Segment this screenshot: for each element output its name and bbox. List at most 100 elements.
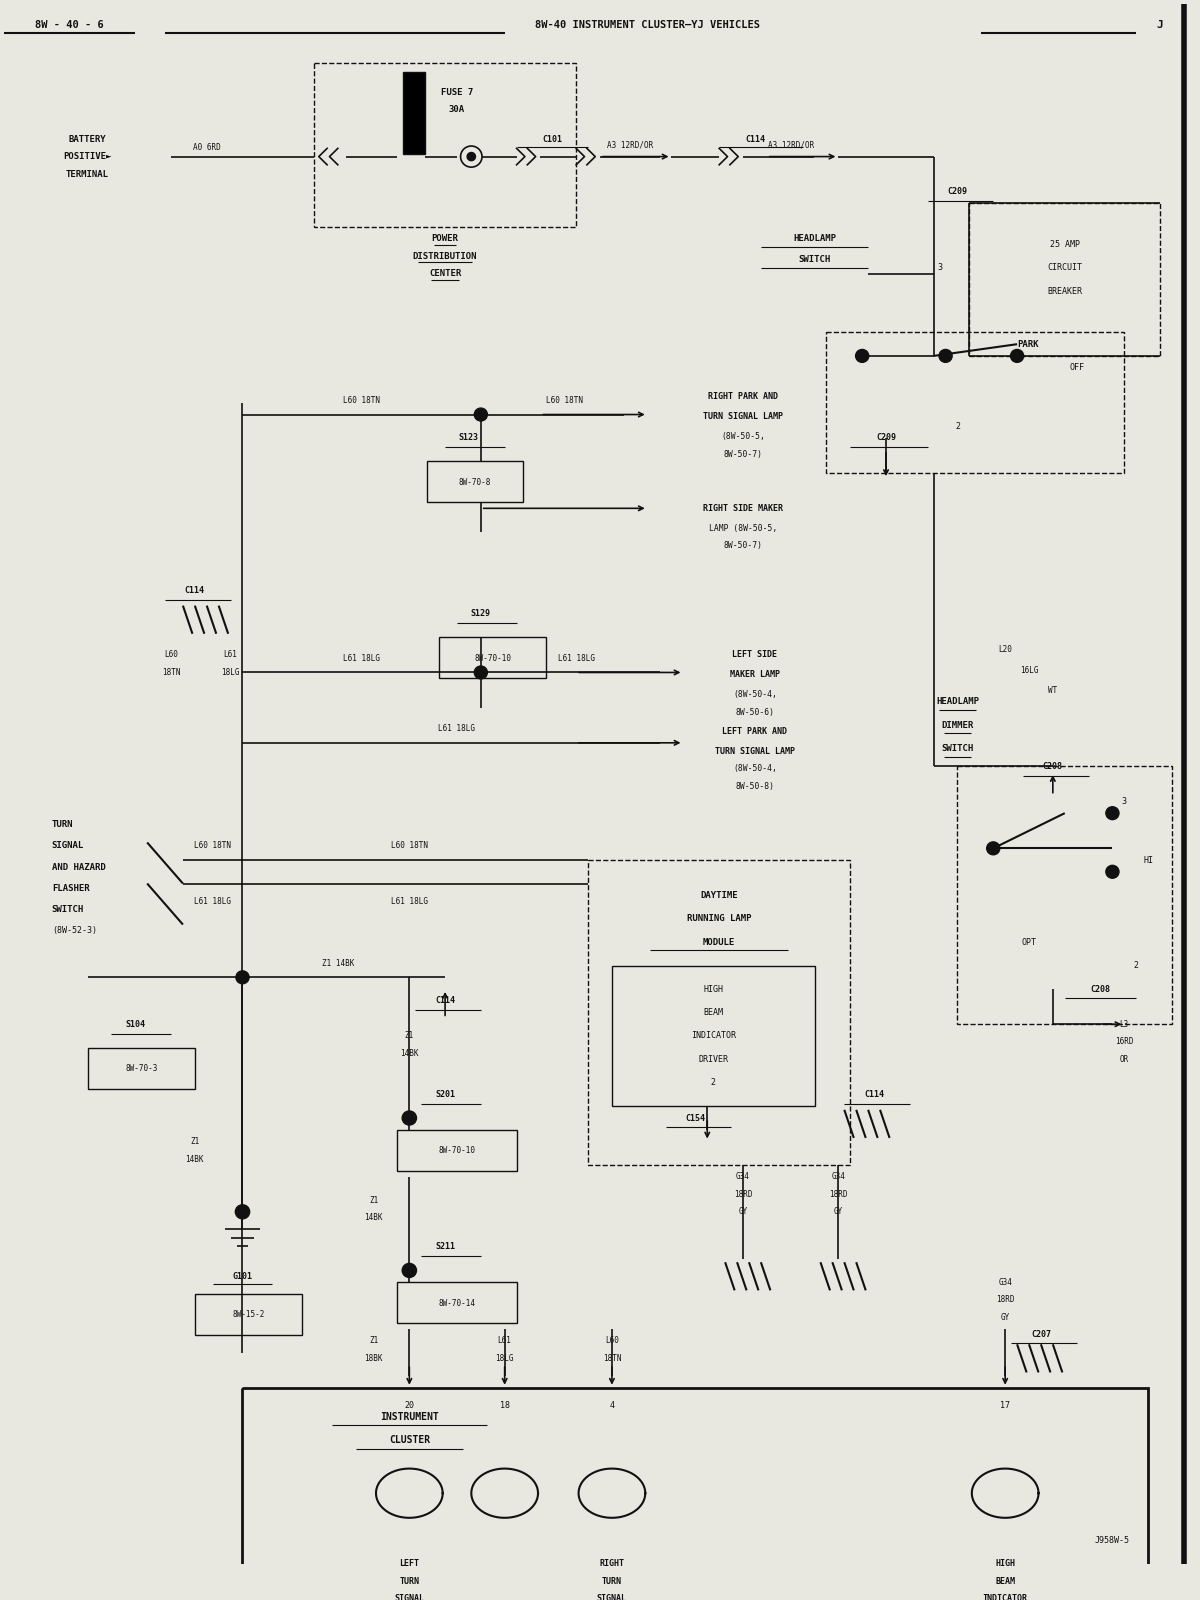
Bar <box>242 1387 1148 1600</box>
Text: HI: HI <box>1144 856 1153 864</box>
Text: J: J <box>1157 21 1164 30</box>
Bar <box>827 333 1124 474</box>
Circle shape <box>856 349 869 362</box>
Bar <box>588 861 851 1165</box>
Bar <box>612 965 815 1106</box>
Bar <box>403 72 425 154</box>
Text: A3 12RD/OR: A3 12RD/OR <box>607 141 653 149</box>
Text: DAYTIME: DAYTIME <box>701 891 738 899</box>
Text: SWITCH: SWITCH <box>798 256 830 264</box>
Text: 14BK: 14BK <box>365 1213 383 1222</box>
Text: 18LG: 18LG <box>221 667 240 677</box>
Text: TURN: TURN <box>400 1576 419 1586</box>
Bar <box>397 1130 516 1171</box>
Text: SIGNAL: SIGNAL <box>395 1594 425 1600</box>
Text: 30A: 30A <box>449 106 466 114</box>
Text: 18RD: 18RD <box>996 1296 1014 1304</box>
Text: Z1: Z1 <box>404 1032 414 1040</box>
Text: G34: G34 <box>832 1173 845 1181</box>
Text: 18BK: 18BK <box>365 1354 383 1363</box>
Text: (8W-50-4,: (8W-50-4, <box>733 690 776 699</box>
Text: Z1: Z1 <box>191 1138 199 1146</box>
Circle shape <box>474 666 487 678</box>
Text: Z1: Z1 <box>368 1195 378 1205</box>
Text: C101: C101 <box>542 134 563 144</box>
Text: G34: G34 <box>998 1278 1012 1286</box>
Text: Z1: Z1 <box>368 1336 378 1346</box>
Text: L61 18LG: L61 18LG <box>194 896 232 906</box>
Circle shape <box>986 842 1000 854</box>
Text: 8W-50-7): 8W-50-7) <box>724 450 762 459</box>
Circle shape <box>940 349 952 362</box>
Text: INDICATOR: INDICATOR <box>983 1594 1027 1600</box>
Text: 14BK: 14BK <box>400 1050 419 1058</box>
Circle shape <box>402 1264 416 1277</box>
Text: L61 18LG: L61 18LG <box>343 654 380 662</box>
Text: 18LG: 18LG <box>496 1354 514 1363</box>
Bar <box>194 1294 302 1334</box>
Text: LEFT SIDE: LEFT SIDE <box>732 650 778 659</box>
Text: 4: 4 <box>610 1400 614 1410</box>
Text: L60 18TN: L60 18TN <box>343 395 380 405</box>
Text: OPT: OPT <box>1021 938 1037 947</box>
Bar <box>88 1048 194 1088</box>
Circle shape <box>1010 349 1024 362</box>
Text: GY: GY <box>834 1208 842 1216</box>
Text: C154: C154 <box>685 1114 706 1123</box>
Text: TERMINAL: TERMINAL <box>66 170 109 179</box>
Text: MAKER LAMP: MAKER LAMP <box>730 670 780 680</box>
Text: HIGH: HIGH <box>703 984 724 994</box>
Text: RIGHT: RIGHT <box>600 1558 624 1568</box>
Circle shape <box>402 1110 416 1125</box>
Text: CIRCUIT: CIRCUIT <box>1048 264 1082 272</box>
Circle shape <box>236 971 250 984</box>
Text: L60: L60 <box>605 1336 619 1346</box>
Text: L61 18LG: L61 18LG <box>391 896 428 906</box>
Circle shape <box>474 408 487 421</box>
Text: DIMMER: DIMMER <box>941 720 973 730</box>
Text: C207: C207 <box>1031 1331 1051 1339</box>
Text: L60 18TN: L60 18TN <box>194 842 232 851</box>
Circle shape <box>467 152 475 160</box>
Text: 14BK: 14BK <box>186 1155 204 1163</box>
Text: BREAKER: BREAKER <box>1048 286 1082 296</box>
Text: LAMP (8W-50-5,: LAMP (8W-50-5, <box>709 523 778 533</box>
Text: (8W-50-4,: (8W-50-4, <box>733 765 776 773</box>
Text: GY: GY <box>1001 1314 1009 1322</box>
Bar <box>958 766 1172 1024</box>
Text: BATTERY: BATTERY <box>68 134 107 144</box>
Text: S123: S123 <box>458 434 479 443</box>
Text: 8W-70-14: 8W-70-14 <box>438 1299 475 1307</box>
Text: TURN: TURN <box>52 821 73 829</box>
Text: C114: C114 <box>436 997 455 1005</box>
Text: (8W-50-5,: (8W-50-5, <box>721 432 764 442</box>
Text: 8W-70-10: 8W-70-10 <box>474 654 511 662</box>
Text: (8W-52-3): (8W-52-3) <box>52 926 97 934</box>
Text: DISTRIBUTION: DISTRIBUTION <box>413 251 478 261</box>
Text: S201: S201 <box>436 1090 455 1099</box>
Text: LEFT: LEFT <box>400 1558 419 1568</box>
Text: C114: C114 <box>745 134 764 144</box>
Text: Z1 14BK: Z1 14BK <box>322 958 354 968</box>
Circle shape <box>1106 806 1118 819</box>
Text: 8W-70-8: 8W-70-8 <box>458 478 491 486</box>
Bar <box>970 203 1160 355</box>
Text: 20: 20 <box>404 1400 414 1410</box>
Text: C114: C114 <box>864 1090 884 1099</box>
Text: TURN SIGNAL LAMP: TURN SIGNAL LAMP <box>703 413 782 421</box>
Text: GY: GY <box>738 1208 748 1216</box>
Text: C209: C209 <box>876 434 896 443</box>
Text: RIGHT SIDE MAKER: RIGHT SIDE MAKER <box>703 504 782 514</box>
Bar <box>439 637 546 678</box>
Text: 3: 3 <box>1122 797 1127 806</box>
Text: L3: L3 <box>1120 1019 1129 1029</box>
Text: S129: S129 <box>470 610 491 618</box>
Text: 8W-15-2: 8W-15-2 <box>233 1310 265 1320</box>
Text: SWITCH: SWITCH <box>52 906 84 914</box>
Text: WT: WT <box>1049 685 1057 694</box>
Text: HEADLAMP: HEADLAMP <box>793 234 836 243</box>
Text: FUSE 7: FUSE 7 <box>440 88 473 96</box>
Text: A3 12RD/OR: A3 12RD/OR <box>768 141 814 149</box>
Text: 18RD: 18RD <box>733 1190 752 1198</box>
Text: L20: L20 <box>998 645 1012 653</box>
